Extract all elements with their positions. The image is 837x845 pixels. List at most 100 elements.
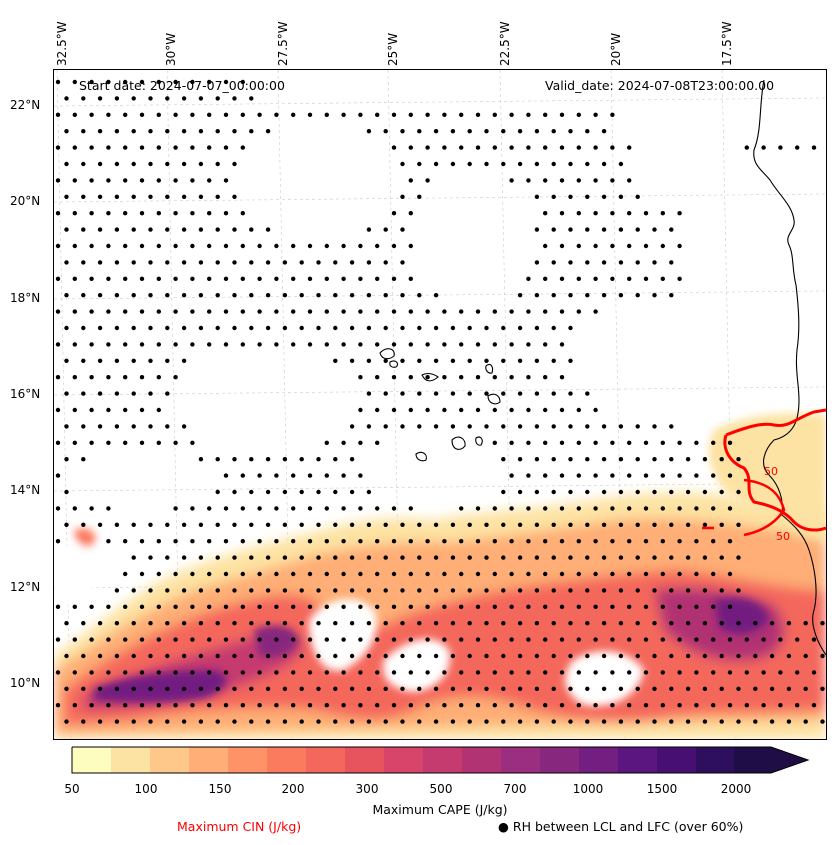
rh-stipple-dot: [291, 342, 296, 347]
rh-stipple-dot: [593, 407, 598, 413]
rh-stipple-dot: [526, 178, 531, 183]
rh-stipple-dot: [719, 653, 724, 659]
rh-stipple-dot: [156, 243, 161, 249]
rh-stipple-dot: [207, 571, 212, 577]
rh-stipple-dot: [299, 260, 304, 265]
rh-stipple-dot: [274, 342, 279, 347]
rh-stipple-dot: [114, 293, 120, 298]
rh-stipple-dot: [55, 604, 61, 609]
rh-stipple-dot: [610, 637, 615, 642]
rh-stipple-dot: [694, 571, 699, 577]
rh-stipple-dot: [190, 211, 195, 216]
rh-stipple-dot: [341, 473, 346, 478]
cb-tick-150: 150: [208, 782, 232, 796]
rh-stipple-dot: [643, 440, 649, 445]
rh-stipple-dot: [64, 457, 69, 462]
cb-tick-1500: 1500: [646, 782, 678, 796]
rh-stipple-dot: [551, 489, 556, 495]
rh-stipple-dot: [64, 621, 69, 626]
rh-stipple-dot: [820, 653, 825, 659]
rh-stipple-dot: [391, 342, 397, 347]
rh-stipple-dot: [551, 457, 556, 462]
rh-stipple-dot: [517, 555, 523, 560]
lat-label-22n: 22°N: [10, 98, 41, 112]
rh-stipple-dot: [333, 555, 338, 560]
rh-stipple-dot: [711, 440, 716, 445]
rh-stipple-dot: [156, 211, 161, 216]
rh-stipple-dot: [408, 178, 413, 183]
rh-stipple-dot: [223, 571, 229, 577]
rh-stipple-dot: [660, 440, 665, 445]
rh-stipple-dot: [660, 506, 665, 511]
rh-stipple-dot: [349, 686, 355, 691]
rh-stipple-dot: [417, 719, 422, 724]
rh-stipple-dot: [417, 424, 422, 429]
rh-stipple-dot: [349, 653, 355, 659]
rh-stipple-dot: [568, 424, 573, 429]
rh-stipple-dot: [97, 194, 103, 199]
rh-stipple-dot: [316, 719, 321, 724]
rh-stipple-dot: [64, 489, 69, 495]
rh-stipple-dot: [358, 342, 363, 347]
africa-coastline: [753, 79, 826, 656]
rh-stipple-dot: [198, 653, 204, 659]
coastlines: [379, 79, 826, 656]
rh-stipple-dot: [526, 440, 531, 445]
rh-stipple-dot: [72, 506, 77, 511]
rh-stipple-dot: [64, 161, 69, 167]
rh-stipple-dot: [501, 621, 506, 626]
rh-stipple-dot: [198, 161, 204, 167]
rh-stipple-dot: [97, 653, 103, 659]
rh-stipple-dot: [568, 489, 573, 495]
rh-stipple-dot: [618, 161, 624, 167]
rh-stipple-dot: [324, 243, 329, 249]
rh-stipple-dot: [131, 555, 136, 560]
rh-stipple-dot: [97, 358, 103, 363]
rh-stipple-dot: [341, 112, 346, 117]
rh-stipple-dot: [534, 227, 540, 232]
rh-stipple-dot: [341, 539, 346, 544]
rh-stipple-dot: [291, 539, 296, 544]
rh-stipple-dot: [509, 375, 514, 380]
rh-stipple-dot: [391, 407, 397, 413]
rh-stipple-dot: [492, 637, 497, 642]
rh-stipple-dot: [517, 424, 523, 429]
rh-stipple-dot: [97, 161, 103, 167]
rh-stipple-dot: [400, 129, 405, 134]
rh-stipple-dot: [694, 440, 699, 445]
rh-stipple-dot: [475, 506, 481, 511]
rh-stipple-dot: [291, 571, 296, 577]
rh-stipple-dot: [72, 670, 77, 675]
rh-stipple-dot: [349, 260, 355, 265]
rh-stipple-dot: [425, 670, 430, 675]
rh-stipple-dot: [543, 342, 548, 347]
rh-stipple-dot: [635, 424, 640, 429]
rh-stipple-dot: [526, 539, 531, 544]
rh-stipple-dot: [400, 522, 405, 527]
parallel-gridline: [54, 290, 826, 300]
rh-stipple-dot: [568, 161, 573, 167]
rh-stipple-dot: [736, 588, 741, 593]
rh-stipple-dot: [795, 703, 800, 708]
rh-stipple-dot: [753, 719, 758, 724]
rh-stipple-dot: [173, 670, 178, 675]
rh-stipple-dot: [131, 129, 136, 134]
rh-stipple-dot: [442, 571, 447, 577]
rh-stipple-dot: [576, 637, 581, 642]
rh-stipple-dot: [240, 539, 245, 544]
rh-stipple-dot: [282, 588, 288, 593]
cape-colorbar: [71, 746, 810, 774]
rh-stipple-dot: [660, 703, 665, 708]
rh-stipple-dot: [333, 719, 338, 724]
rh-stipple-dot: [627, 637, 632, 642]
rh-stipple-dot: [72, 375, 77, 380]
rh-stipple-dot: [173, 79, 178, 85]
rh-stipple-dot: [517, 522, 523, 527]
rh-stipple-dot: [660, 670, 665, 675]
rh-stipple-dot: [55, 473, 61, 478]
rh-stipple-dot: [324, 604, 329, 609]
rh-stipple-dot: [215, 686, 220, 691]
rh-stipple-dot: [274, 571, 279, 577]
rh-stipple-dot: [433, 686, 439, 691]
rh-stipple-dot: [450, 621, 456, 626]
